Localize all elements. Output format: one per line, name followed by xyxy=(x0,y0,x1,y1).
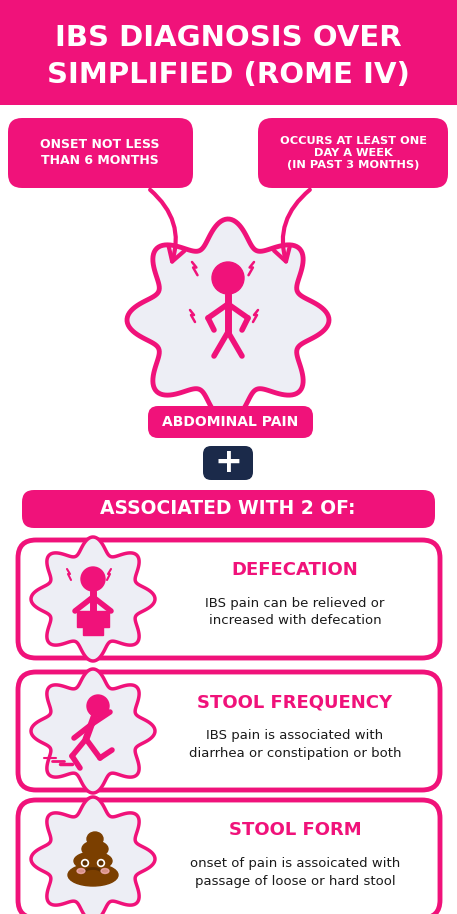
Text: IBS DIAGNOSIS OVER: IBS DIAGNOSIS OVER xyxy=(55,24,401,52)
Text: STOOL FREQUENCY: STOOL FREQUENCY xyxy=(197,693,393,711)
Circle shape xyxy=(83,861,87,865)
FancyArrowPatch shape xyxy=(150,190,184,261)
Text: STOOL FORM: STOOL FORM xyxy=(228,821,361,839)
FancyBboxPatch shape xyxy=(0,0,457,105)
Ellipse shape xyxy=(74,852,112,870)
Circle shape xyxy=(97,859,105,866)
Circle shape xyxy=(212,262,244,294)
Bar xyxy=(77,611,109,627)
FancyBboxPatch shape xyxy=(148,406,313,438)
FancyBboxPatch shape xyxy=(8,118,193,188)
Text: DEFECATION: DEFECATION xyxy=(232,561,358,579)
FancyBboxPatch shape xyxy=(18,672,440,790)
Ellipse shape xyxy=(87,832,103,846)
FancyBboxPatch shape xyxy=(22,490,435,528)
Polygon shape xyxy=(31,537,155,661)
Text: ASSOCIATED WITH 2 OF:: ASSOCIATED WITH 2 OF: xyxy=(100,499,356,518)
Text: onset of pain is assoicated with
passage of loose or hard stool: onset of pain is assoicated with passage… xyxy=(190,856,400,887)
FancyBboxPatch shape xyxy=(18,800,440,914)
Circle shape xyxy=(87,695,109,717)
FancyBboxPatch shape xyxy=(203,446,253,480)
Ellipse shape xyxy=(68,864,118,886)
Text: ABDOMINAL PAIN: ABDOMINAL PAIN xyxy=(162,415,298,429)
FancyBboxPatch shape xyxy=(258,118,448,188)
Text: OCCURS AT LEAST ONE
DAY A WEEK
(IN PAST 3 MONTHS): OCCURS AT LEAST ONE DAY A WEEK (IN PAST … xyxy=(280,135,426,170)
Polygon shape xyxy=(31,797,155,914)
Ellipse shape xyxy=(82,841,108,857)
Text: IBS pain is associated with
diarrhea or constipation or both: IBS pain is associated with diarrhea or … xyxy=(189,728,401,760)
Text: SIMPLIFIED (ROME IV): SIMPLIFIED (ROME IV) xyxy=(47,61,409,89)
Ellipse shape xyxy=(101,868,109,874)
FancyBboxPatch shape xyxy=(18,540,440,658)
Polygon shape xyxy=(127,219,329,421)
Text: ONSET NOT LESS
THAN 6 MONTHS: ONSET NOT LESS THAN 6 MONTHS xyxy=(40,139,160,167)
FancyArrowPatch shape xyxy=(274,190,310,261)
Polygon shape xyxy=(31,669,155,793)
Text: +: + xyxy=(214,447,242,480)
Ellipse shape xyxy=(77,868,85,874)
Text: IBS pain can be relieved or
increased with defecation: IBS pain can be relieved or increased wi… xyxy=(205,597,385,628)
Circle shape xyxy=(81,859,89,866)
Bar xyxy=(83,627,103,635)
Circle shape xyxy=(81,567,105,591)
Circle shape xyxy=(99,861,103,865)
